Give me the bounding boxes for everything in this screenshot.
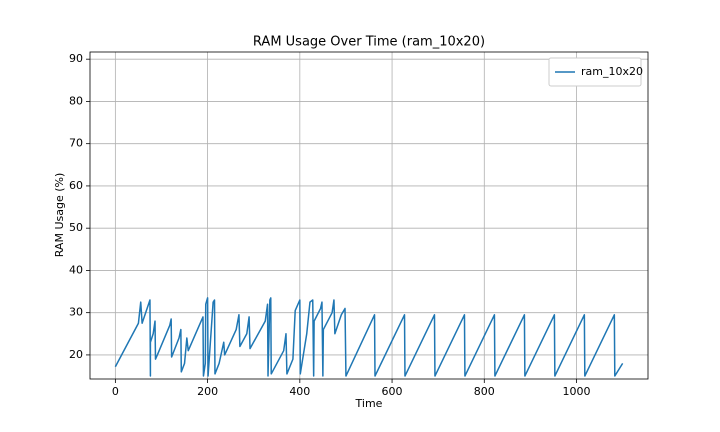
x-tick-label: 800 xyxy=(474,385,495,398)
x-tick-label: 400 xyxy=(289,385,310,398)
y-tick-label: 50 xyxy=(69,221,83,234)
y-axis-label: RAM Usage (%) xyxy=(53,173,66,258)
legend-label: ram_10x20 xyxy=(581,65,643,78)
y-tick-label: 90 xyxy=(69,52,83,65)
chart-title: RAM Usage Over Time (ram_10x20) xyxy=(253,35,485,50)
y-tick-label: 80 xyxy=(69,94,83,107)
y-tick-label: 40 xyxy=(69,263,83,276)
y-tick-label: 60 xyxy=(69,179,83,192)
x-tick-label: 0 xyxy=(112,385,119,398)
x-axis-label: Time xyxy=(355,397,383,410)
y-tick-label: 30 xyxy=(69,306,83,319)
x-tick-label: 600 xyxy=(382,385,403,398)
x-tick-label: 200 xyxy=(197,385,218,398)
y-tick-label: 20 xyxy=(69,348,83,361)
x-tick-label: 1000 xyxy=(563,385,591,398)
legend-box xyxy=(548,57,642,87)
y-tick-label: 70 xyxy=(69,137,83,150)
data-line xyxy=(114,297,624,377)
plot-frame xyxy=(89,51,649,380)
